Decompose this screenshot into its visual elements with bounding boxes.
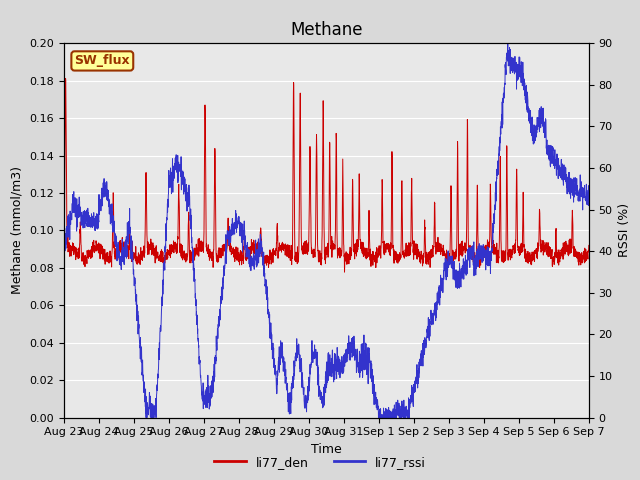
Text: SW_flux: SW_flux bbox=[74, 54, 130, 67]
Y-axis label: RSSI (%): RSSI (%) bbox=[618, 204, 631, 257]
Y-axis label: Methane (mmol/m3): Methane (mmol/m3) bbox=[11, 167, 24, 294]
Title: Methane: Methane bbox=[290, 21, 363, 39]
X-axis label: Time: Time bbox=[311, 443, 342, 456]
Legend: li77_den, li77_rssi: li77_den, li77_rssi bbox=[209, 451, 431, 474]
